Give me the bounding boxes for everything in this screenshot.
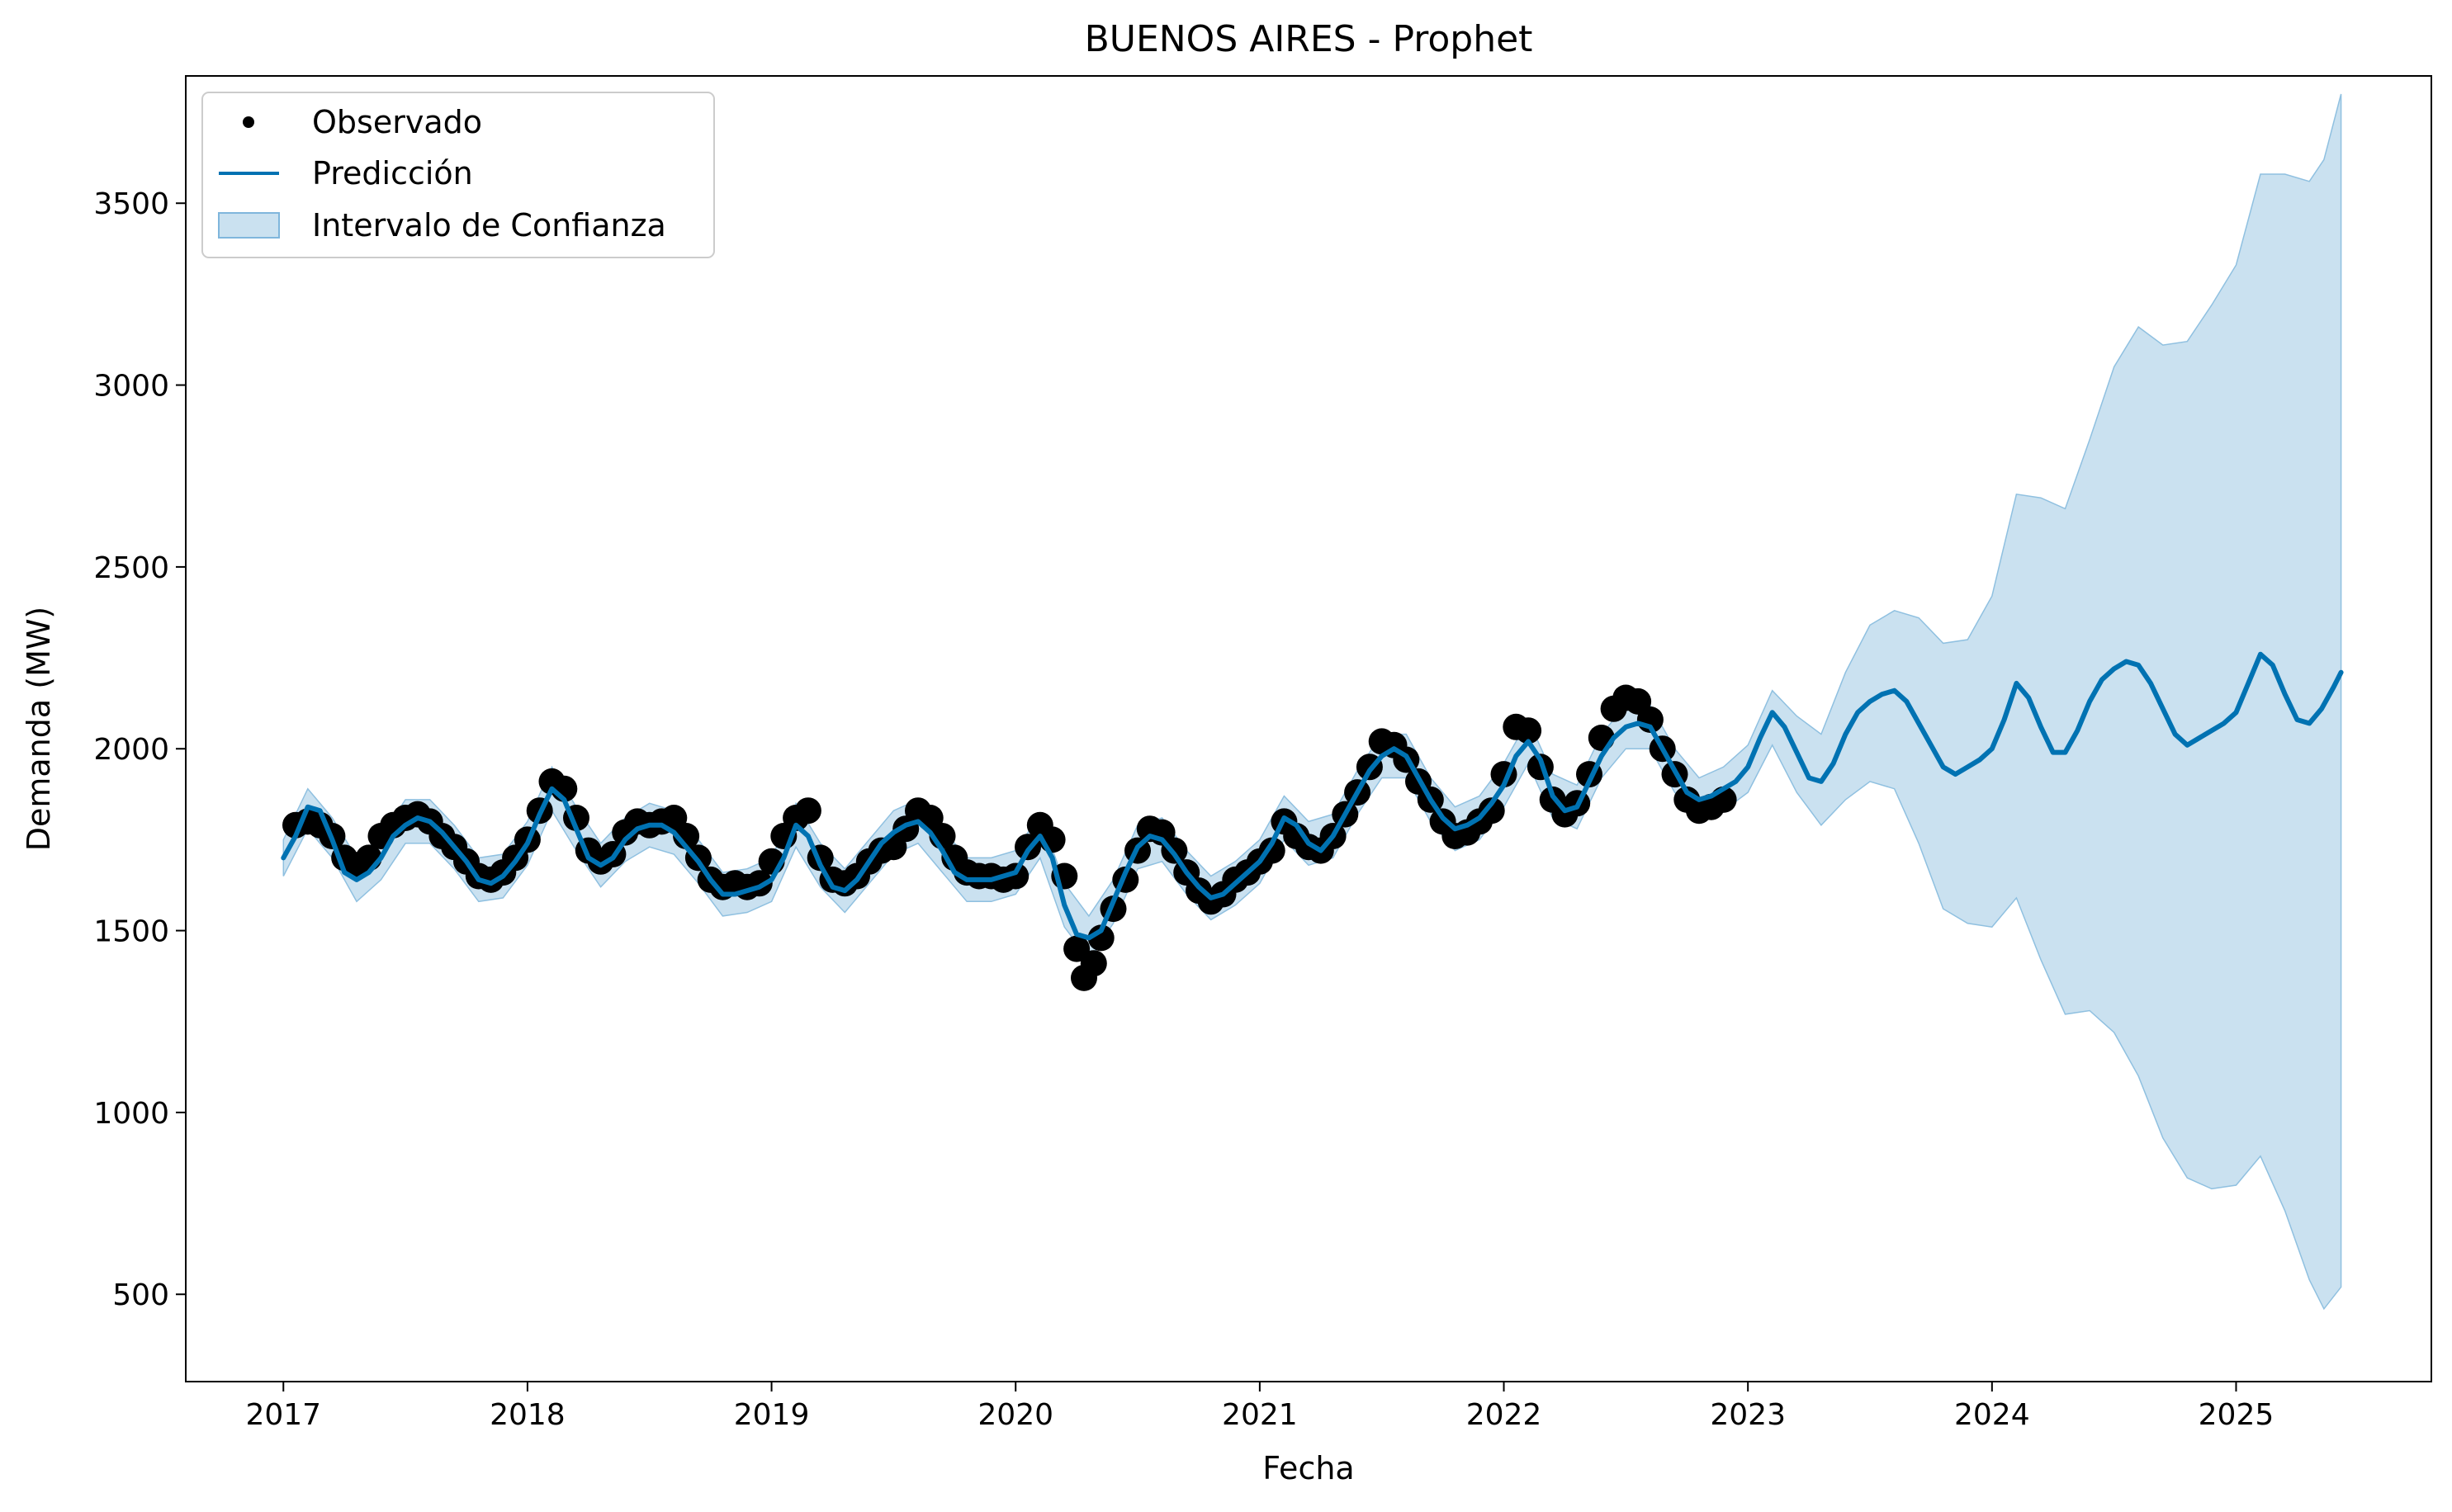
plot-frame xyxy=(185,75,2432,1382)
y-tick-label: 500 xyxy=(112,1278,169,1312)
x-tick-label: 2019 xyxy=(734,1398,810,1432)
observed-point xyxy=(1515,717,1542,744)
y-tick-label: 2500 xyxy=(93,551,169,585)
x-tick-label: 2018 xyxy=(490,1398,566,1432)
y-tick-label: 1500 xyxy=(93,915,169,949)
prediction-line xyxy=(281,651,2344,941)
x-tick-label: 2023 xyxy=(1710,1398,1786,1432)
observed-point xyxy=(1478,797,1505,825)
x-axis: 2017 2018 2019 2020 2021 2022 2023 2024 2025 xyxy=(245,1382,2274,1432)
legend-box xyxy=(201,92,715,258)
y-tick-label: 3000 xyxy=(93,370,169,404)
legend: Observado Predicción Intervalo de Confia… xyxy=(201,92,715,258)
x-tick-label: 2024 xyxy=(1954,1398,2030,1432)
observed-point xyxy=(1087,924,1115,952)
x-tick-label: 2017 xyxy=(245,1398,321,1432)
y-tick-label: 2000 xyxy=(93,733,169,767)
y-axis-title: Demanda (MW) xyxy=(21,607,57,852)
confidence-interval-band xyxy=(282,93,2342,1311)
legend-label-interval: Intervalo de Confianza xyxy=(312,207,666,243)
plot-layer xyxy=(281,93,2344,1311)
observed-point xyxy=(1002,862,1030,890)
x-axis-title: Fecha xyxy=(1262,1450,1354,1486)
y-tick-label: 1000 xyxy=(93,1097,169,1131)
y-axis: 500 1000 1500 2000 2500 3000 3500 xyxy=(93,187,186,1312)
observed-point xyxy=(794,797,821,825)
legend-observed-marker xyxy=(243,116,254,128)
legend-label-prediction: Predicción xyxy=(312,155,473,191)
legend-interval-swatch xyxy=(218,212,280,239)
x-tick-label: 2025 xyxy=(2199,1398,2274,1432)
observed-point xyxy=(1080,950,1107,977)
y-tick-label: 3500 xyxy=(93,187,169,221)
x-tick-label: 2021 xyxy=(1222,1398,1298,1432)
x-tick-label: 2022 xyxy=(1466,1398,1542,1432)
x-tick-label: 2020 xyxy=(977,1398,1053,1432)
legend-label-observed: Observado xyxy=(312,104,482,140)
chart-title: BUENOS AIRES - Prophet xyxy=(1085,18,1533,60)
